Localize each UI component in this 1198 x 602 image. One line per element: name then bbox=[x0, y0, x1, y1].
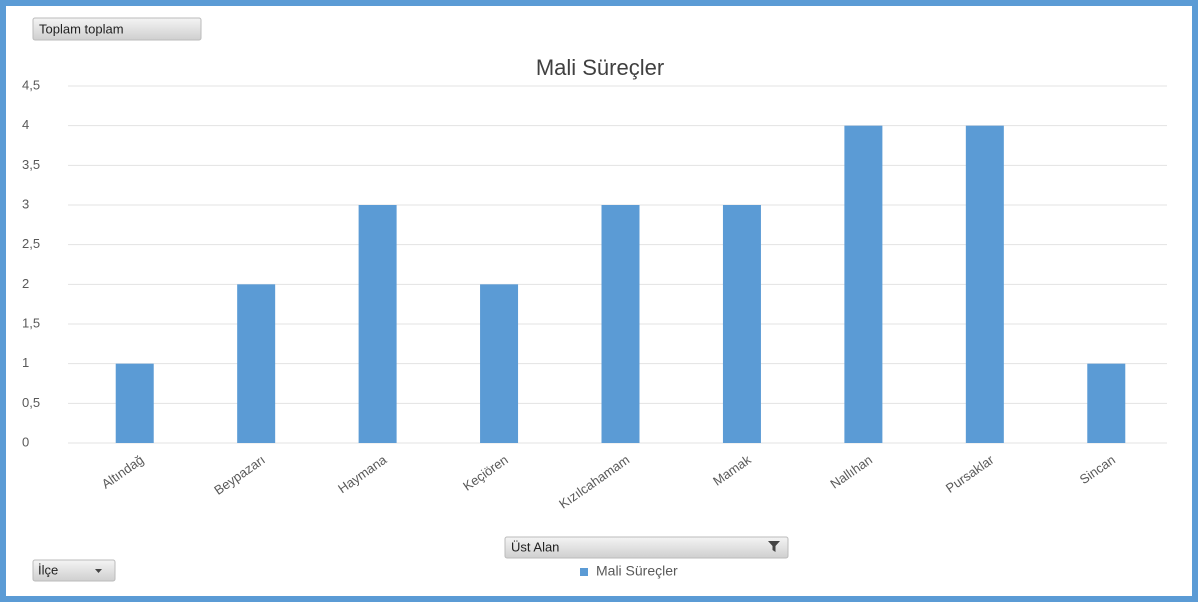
y-tick-label: 2 bbox=[22, 276, 29, 291]
button-bg bbox=[504, 536, 789, 559]
bar bbox=[844, 125, 883, 444]
bar bbox=[358, 205, 397, 443]
y-tick-label: 4,5 bbox=[22, 77, 40, 92]
bar bbox=[1087, 363, 1126, 443]
button-bg bbox=[32, 559, 116, 582]
y-tick-label: 4 bbox=[22, 117, 29, 132]
button-bg bbox=[32, 17, 202, 41]
bar bbox=[480, 284, 519, 443]
bar bbox=[237, 284, 276, 443]
y-tick-label: 0,5 bbox=[22, 395, 40, 410]
bar bbox=[601, 205, 640, 443]
y-tick-label: 1,5 bbox=[22, 315, 40, 330]
y-tick-label: 2,5 bbox=[22, 236, 40, 251]
bar bbox=[722, 205, 761, 443]
legend-swatch bbox=[580, 568, 588, 576]
y-tick-label: 0 bbox=[22, 434, 29, 449]
row-field-button[interactable]: İlçe bbox=[32, 559, 116, 582]
bar bbox=[965, 125, 1004, 444]
dropdown-arrow bbox=[95, 569, 102, 573]
column-field-button[interactable]: Üst Alan bbox=[504, 536, 789, 559]
bar bbox=[115, 363, 154, 443]
filter-icon bbox=[768, 541, 780, 552]
chart-title: Mali Süreçler bbox=[536, 55, 664, 80]
report-filter-button[interactable]: Toplam toplam bbox=[32, 17, 202, 41]
button-label: İlçe bbox=[38, 562, 58, 577]
button-label: Üst Alan bbox=[511, 539, 559, 554]
y-tick-label: 3,5 bbox=[22, 157, 40, 172]
y-tick-label: 1 bbox=[22, 355, 29, 370]
button-label: Toplam toplam bbox=[39, 21, 124, 36]
y-tick-label: 3 bbox=[22, 196, 29, 211]
legend-label: Mali Süreçler bbox=[596, 563, 678, 579]
